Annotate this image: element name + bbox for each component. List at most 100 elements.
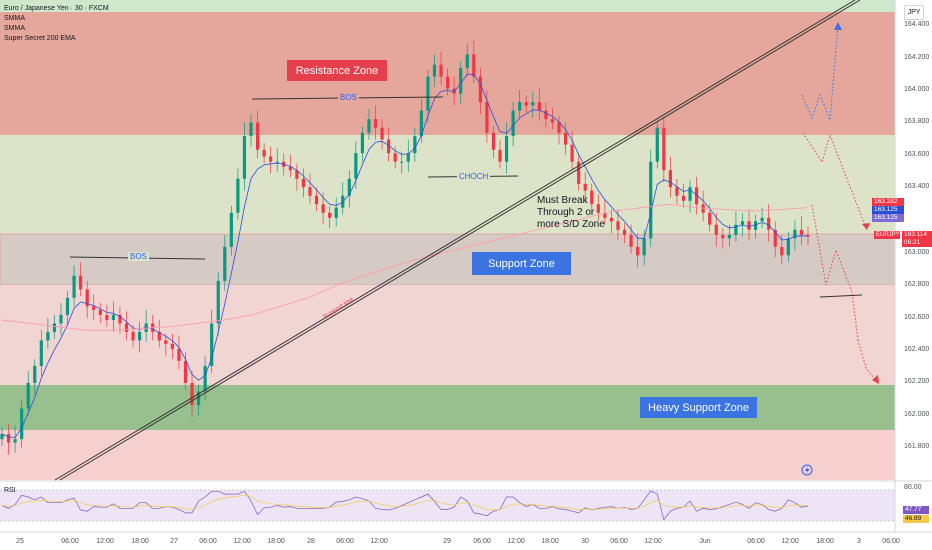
indicator-smma-1[interactable]: SMMA — [4, 15, 25, 22]
candle-body[interactable] — [138, 331, 142, 341]
candle-body[interactable] — [92, 306, 96, 310]
candle-body[interactable] — [321, 204, 325, 213]
candle-body[interactable] — [537, 102, 541, 111]
candle-body[interactable] — [105, 314, 109, 320]
candle-body[interactable] — [111, 314, 115, 320]
candle-body[interactable] — [583, 183, 587, 191]
candle-body[interactable] — [799, 229, 804, 235]
candle-body[interactable] — [85, 289, 89, 307]
candle-body[interactable] — [255, 122, 260, 150]
candle-body[interactable] — [760, 217, 764, 222]
candle-body[interactable] — [563, 132, 568, 145]
candle-body[interactable] — [216, 280, 220, 324]
candle-body[interactable] — [308, 187, 312, 196]
candle-body[interactable] — [642, 238, 646, 256]
candle-body[interactable] — [301, 178, 306, 188]
candle-body[interactable] — [242, 136, 247, 179]
candle-body[interactable] — [210, 323, 214, 366]
candle-body[interactable] — [400, 161, 404, 163]
candle-body[interactable] — [124, 323, 129, 332]
candle-body[interactable] — [734, 224, 738, 235]
candle-body[interactable] — [59, 314, 63, 324]
candle-body[interactable] — [793, 229, 797, 239]
candle-body[interactable] — [354, 153, 358, 179]
candle-body[interactable] — [498, 149, 502, 162]
candle-body[interactable] — [432, 64, 437, 77]
candle-body[interactable] — [459, 68, 463, 94]
candle-body[interactable] — [557, 122, 561, 133]
candle-body[interactable] — [269, 156, 273, 162]
candle-body[interactable] — [504, 136, 509, 162]
candle-body[interactable] — [190, 382, 194, 406]
candle-body[interactable] — [675, 187, 679, 196]
candle-body[interactable] — [616, 221, 620, 230]
candle-body[interactable] — [314, 195, 319, 205]
candle-body[interactable] — [360, 132, 365, 154]
candle-body[interactable] — [655, 127, 659, 162]
candle-body[interactable] — [708, 212, 712, 225]
candle-body[interactable] — [262, 149, 266, 157]
flash-icon[interactable] — [801, 464, 813, 476]
currency-button[interactable]: JPY — [904, 5, 924, 20]
candle-body[interactable] — [13, 439, 17, 443]
candle-body[interactable] — [118, 314, 122, 324]
candle-body[interactable] — [426, 76, 430, 111]
candle-body[interactable] — [491, 132, 496, 150]
candle-body[interactable] — [445, 76, 450, 89]
candle-body[interactable] — [79, 275, 83, 290]
indicator-ema-200[interactable]: Super Secret 200 EMA — [4, 35, 76, 42]
candle-body[interactable] — [662, 127, 666, 171]
candle-body[interactable] — [223, 246, 227, 281]
candle-body[interactable] — [157, 331, 161, 341]
candle-body[interactable] — [196, 391, 201, 406]
candle-body[interactable] — [524, 102, 528, 106]
candle-body[interactable] — [649, 161, 653, 239]
candle-body[interactable] — [39, 340, 43, 366]
candle-body[interactable] — [472, 54, 476, 77]
candle-body[interactable] — [249, 122, 253, 137]
candle-body[interactable] — [373, 119, 378, 128]
candle-body[interactable] — [780, 246, 784, 256]
candle-body[interactable] — [334, 207, 338, 218]
candle-body[interactable] — [577, 161, 581, 184]
candle-body[interactable] — [347, 178, 351, 196]
candle-body[interactable] — [367, 119, 371, 133]
candle-body[interactable] — [511, 110, 515, 137]
candle-body[interactable] — [786, 238, 790, 256]
candle-body[interactable] — [177, 348, 181, 361]
candle-body[interactable] — [387, 139, 391, 154]
candle-body[interactable] — [721, 234, 725, 239]
candle-body[interactable] — [636, 246, 640, 256]
candle-body[interactable] — [406, 153, 410, 162]
candle-body[interactable] — [570, 144, 574, 162]
candle-body[interactable] — [609, 217, 614, 222]
candle-body[interactable] — [170, 343, 174, 349]
candle-body[interactable] — [747, 221, 751, 230]
candle-body[interactable] — [46, 331, 50, 341]
candle-body[interactable] — [767, 217, 771, 230]
candle-body[interactable] — [596, 204, 600, 213]
candle-body[interactable] — [465, 54, 469, 69]
candle-body[interactable] — [203, 365, 207, 392]
candle-body[interactable] — [695, 187, 699, 205]
candle-body[interactable] — [439, 64, 443, 77]
candle-body[interactable] — [681, 195, 686, 201]
candle-body[interactable] — [485, 102, 489, 133]
candle-body[interactable] — [131, 331, 135, 341]
candle-body[interactable] — [622, 229, 627, 235]
candle-body[interactable] — [714, 224, 718, 235]
candle-body[interactable] — [20, 408, 24, 440]
candle-body[interactable] — [236, 178, 240, 213]
candle-body[interactable] — [288, 166, 292, 171]
candle-body[interactable] — [531, 102, 535, 106]
candle-body[interactable] — [275, 161, 279, 163]
candle-body[interactable] — [229, 212, 233, 247]
candle-body[interactable] — [295, 170, 299, 179]
candle-body[interactable] — [72, 275, 76, 298]
candle-body[interactable] — [753, 221, 758, 230]
candle-body[interactable] — [183, 360, 188, 383]
candle-body[interactable] — [0, 434, 4, 440]
candle-body[interactable] — [65, 297, 70, 315]
candle-body[interactable] — [33, 365, 37, 383]
